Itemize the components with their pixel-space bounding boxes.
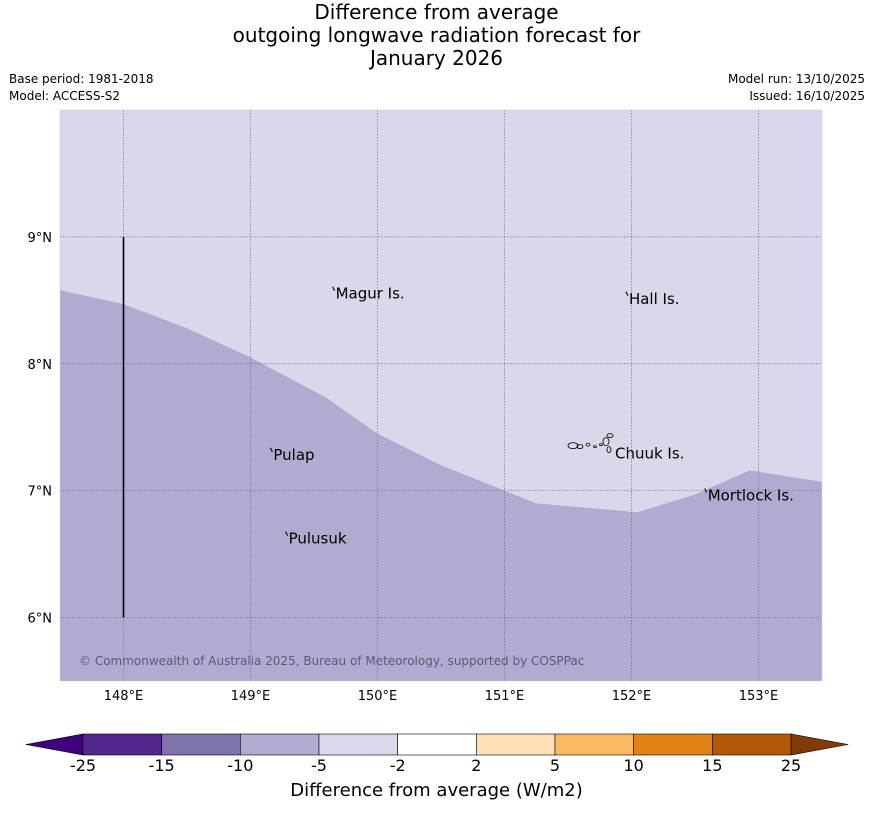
lon-tick-label: 151°E [485,689,525,704]
issued-date: Issued: 16/10/2025 [749,89,865,103]
title-line-3: January 2026 [369,46,504,70]
colorbar-swatch [161,733,241,756]
base-period: Base period: 1981-2018 [9,72,154,86]
map-layer: 148°E 149°E 150°E 151°E 152°E 153°E 6°N 7°N 8°N 9… [28,109,823,704]
lat-tick-label: 6°N [28,612,53,627]
colorbar-swatch [554,733,634,756]
model-name: Model: ACCESS-S2 [9,89,121,103]
chart-title: Difference from average outgoing longwav… [0,1,873,70]
colorbar-swatch [82,733,162,756]
lon-tick-label: 149°E [231,689,271,704]
lat-tick-label: 9°N [28,231,53,246]
colorbar-tick-label: 5 [550,756,560,775]
lon-tick-label: 153°E [739,689,779,704]
colorbar-tick-label: -25 [70,756,96,775]
lat-tick-label: 8°N [28,358,53,373]
meta-left: Base period: 1981-2018 Model: ACCESS-S2 [9,71,154,105]
island-mark [704,488,708,493]
meta-right: Model run: 13/10/2025 Issued: 16/10/2025 [728,71,865,105]
island-mark [332,286,336,291]
colorbar-tick-label: -2 [390,756,406,775]
lon-tick-label: 150°E [358,689,398,704]
colorbar-tick-label: -5 [311,756,327,775]
island-mark [625,291,629,297]
title-line-2: outgoing longwave radiation forecast for [232,23,641,47]
place-label: Hall Is. [629,290,680,308]
place-label: Chuuk Is. [615,445,684,463]
chuuk-islands-outline [567,433,614,454]
colorbar-swatch [633,733,713,756]
lon-tick-label: 152°E [612,689,652,704]
colorbar-tick-label: 15 [702,756,722,775]
lat-tick-label: 7°N [28,485,53,500]
colorbar-tick-label: 2 [471,756,481,775]
colorbar-swatch [712,733,792,756]
title-line-1: Difference from average [314,0,559,24]
island-mark [269,447,273,453]
colorbar-tick-label: -10 [227,756,253,775]
colorbar: -25 -15 -10 -5 -2 2 5 10 15 25 [25,733,849,775]
colorbar-label: Difference from average (W/m2) [290,780,583,801]
copyright-text: © Commonwealth of Australia 2025, Bureau… [79,654,584,668]
lon-tick-label: 148°E [104,689,144,704]
colorbar-tick-label: 10 [623,756,643,775]
colorbar-tick-label: 25 [781,756,801,775]
map-frame [59,109,823,682]
colorbar-swatch [476,733,556,756]
colorbar-swatch [240,733,320,756]
island-mark [285,531,289,536]
place-label: Pulusuk [289,530,347,548]
place-label: Mortlock Is. [708,486,794,504]
colorbar-over-arrow [790,733,849,756]
colorbar-swatch [397,733,477,756]
colorbar-swatch [318,733,398,756]
colorbar-tick-label: -15 [149,756,175,775]
model-run: Model run: 13/10/2025 [727,72,865,86]
region-minus10-to-minus5 [60,290,822,681]
place-label: Magur Is. [336,285,405,303]
colorbar-under-arrow [25,733,84,756]
place-label: Pulap [273,446,314,464]
